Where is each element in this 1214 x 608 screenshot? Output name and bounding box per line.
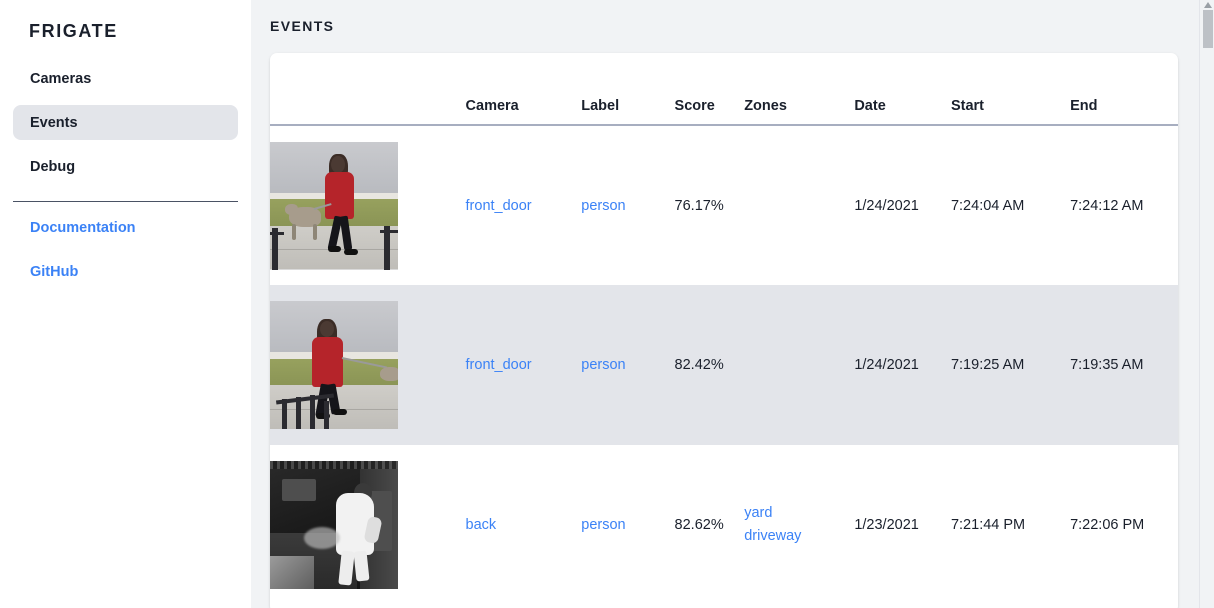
event-label-link[interactable]: person bbox=[581, 357, 626, 373]
scene-dark-object bbox=[282, 479, 316, 501]
fence-post-left bbox=[272, 227, 278, 270]
person-shoe-right bbox=[344, 248, 358, 255]
scene-foreground-corner bbox=[270, 555, 314, 589]
person-shoe-left bbox=[328, 245, 341, 252]
event-thumbnail-cell[interactable] bbox=[270, 445, 466, 605]
column-header-thumbnail bbox=[270, 53, 466, 125]
column-header-zones: Zones bbox=[744, 98, 787, 114]
scene-bright-blob bbox=[304, 527, 340, 549]
events-table: Camera Label Score Zones Date Start End bbox=[270, 53, 1178, 605]
column-header-camera: Camera bbox=[465, 98, 519, 114]
event-zone-link[interactable]: yard bbox=[744, 505, 773, 521]
event-score-cell: 76.17% bbox=[674, 197, 724, 214]
event-score-cell: 82.62% bbox=[674, 517, 724, 533]
fence-post-right bbox=[384, 225, 390, 270]
fence-post-c bbox=[310, 395, 315, 429]
sidebar-link-label: Documentation bbox=[30, 220, 136, 236]
event-zone-link[interactable]: driveway bbox=[744, 528, 802, 544]
event-end-cell: 7:22:06 PM bbox=[1070, 517, 1145, 533]
event-score-cell: 82.42% bbox=[674, 357, 724, 373]
fence-post-a bbox=[282, 399, 287, 429]
event-start-cell: 7:21:44 PM bbox=[950, 517, 1026, 533]
event-end-cell: 7:19:35 AM bbox=[1070, 357, 1144, 373]
scroll-up-arrow-icon[interactable] bbox=[1204, 2, 1212, 8]
person-shoe-left bbox=[316, 413, 330, 419]
camera-timestamp-overlay bbox=[270, 461, 398, 469]
column-header-score: Score bbox=[674, 98, 715, 114]
page-scrollbar-thumb[interactable] bbox=[1203, 10, 1213, 48]
event-thumbnail-image[interactable] bbox=[270, 461, 398, 589]
sidebar-item-label: Debug bbox=[30, 158, 76, 175]
events-card: Camera Label Score Zones Date Start End bbox=[270, 53, 1178, 608]
event-camera-link[interactable]: front_door bbox=[465, 357, 532, 373]
page-title: EVENTS bbox=[270, 18, 335, 34]
event-zones-list[interactable]: yard driveway bbox=[744, 502, 854, 548]
event-camera-link[interactable]: front_door bbox=[465, 197, 532, 214]
dog-body bbox=[380, 367, 398, 381]
column-header-date: Date bbox=[854, 98, 886, 114]
event-label-cell[interactable]: person bbox=[581, 285, 674, 445]
page-scrollbar-track[interactable] bbox=[1199, 0, 1214, 608]
table-row[interactable]: front_door person 76.17% 1/24/2021 7:24:… bbox=[270, 125, 1178, 285]
event-date-cell: 1/23/2021 bbox=[854, 517, 919, 533]
column-header-end: End bbox=[1070, 98, 1098, 114]
event-date-cell: 1/24/2021 bbox=[854, 357, 919, 373]
sidebar-item-debug[interactable]: Debug bbox=[13, 149, 238, 184]
dog-head bbox=[285, 203, 298, 215]
sidebar-item-cameras[interactable]: Cameras bbox=[13, 61, 238, 96]
event-camera-cell[interactable]: back bbox=[466, 445, 582, 605]
event-thumbnail-image[interactable] bbox=[270, 301, 398, 429]
table-header-row: Camera Label Score Zones Date Start End bbox=[270, 53, 1178, 125]
person-head bbox=[331, 155, 345, 173]
sidebar-item-label: Events bbox=[30, 114, 78, 131]
event-zones-cell bbox=[744, 285, 854, 445]
fence-post-d bbox=[324, 401, 329, 429]
event-thumbnail-cell[interactable] bbox=[270, 125, 466, 285]
dog-leg-front bbox=[292, 223, 296, 240]
column-header-label: Label bbox=[581, 98, 620, 114]
sidebar-link-label: GitHub bbox=[30, 264, 79, 280]
table-row[interactable]: front_door person 82.42% 1/24/2021 7:19:… bbox=[270, 285, 1178, 445]
event-date-cell: 1/24/2021 bbox=[854, 197, 919, 214]
sidebar-divider bbox=[13, 201, 238, 202]
event-label-cell[interactable]: person bbox=[581, 445, 674, 605]
fence-post-b bbox=[296, 397, 301, 429]
sidebar-link-documentation[interactable]: Documentation bbox=[13, 213, 238, 243]
event-camera-cell[interactable]: front_door bbox=[466, 285, 582, 445]
event-zones-cell[interactable]: yard driveway bbox=[744, 445, 854, 605]
event-camera-link[interactable]: back bbox=[465, 517, 497, 533]
events-table-head: Camera Label Score Zones Date Start End bbox=[270, 53, 1178, 125]
sidebar: FRIGATE Cameras Events Debug Documentati… bbox=[0, 0, 251, 608]
fence-rail-left bbox=[270, 231, 284, 235]
dog-leg-rear bbox=[313, 223, 317, 240]
sidebar-item-label: Cameras bbox=[30, 70, 92, 87]
event-thumbnail-cell[interactable] bbox=[270, 285, 466, 445]
event-end-cell: 7:24:12 AM bbox=[1070, 197, 1144, 214]
table-row[interactable]: back person 82.62% yard driveway 1/ bbox=[270, 445, 1178, 605]
app-brand-title: FRIGATE bbox=[29, 21, 118, 41]
event-label-link[interactable]: person bbox=[581, 197, 626, 214]
person-head bbox=[320, 321, 334, 337]
event-label-cell[interactable]: person bbox=[581, 125, 674, 285]
person-red-coat bbox=[312, 337, 343, 387]
event-thumbnail-image[interactable] bbox=[270, 141, 398, 270]
event-start-cell: 7:24:04 AM bbox=[950, 197, 1025, 214]
event-zones-cell bbox=[744, 125, 854, 285]
fence-rail-right bbox=[380, 229, 398, 233]
sidebar-nav-list: Cameras Events Debug bbox=[0, 61, 251, 184]
event-start-cell: 7:19:25 AM bbox=[950, 357, 1025, 373]
sidebar-link-github[interactable]: GitHub bbox=[13, 257, 238, 287]
person-shoe-right bbox=[333, 409, 347, 415]
event-camera-cell[interactable]: front_door bbox=[466, 125, 582, 285]
events-table-body: front_door person 76.17% 1/24/2021 7:24:… bbox=[270, 125, 1178, 605]
column-header-start: Start bbox=[950, 98, 985, 114]
event-label-link[interactable]: person bbox=[581, 517, 626, 533]
main-content: EVENTS Camera Label Score Zones Date Sta… bbox=[251, 0, 1214, 608]
sidebar-item-events[interactable]: Events bbox=[13, 105, 238, 140]
person-red-coat bbox=[325, 171, 354, 219]
